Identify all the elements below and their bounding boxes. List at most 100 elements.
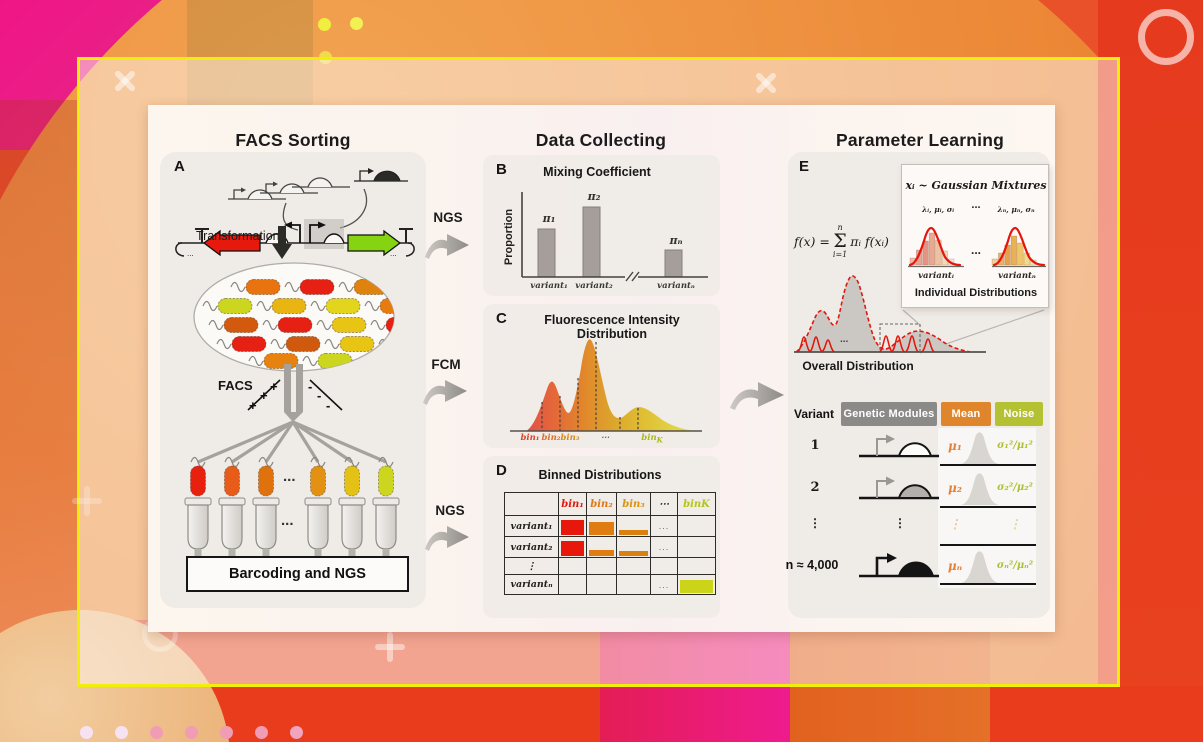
bottom-dot [115,726,128,739]
mixing-bar [537,228,556,278]
table-cell [505,493,559,516]
table-cell [678,558,715,575]
panel-label-a: A [174,158,185,175]
variant-i-label: variantᵢ [918,271,954,281]
row-header-text: variant₁ [510,520,553,532]
binned-bar [619,530,648,535]
dna-squiggle-icon [344,456,360,468]
gaussian-bump-icon [960,473,1000,505]
sigma-sum: n Σ i=1 [833,224,847,259]
inset-caption: Individual Distributions [914,287,1038,299]
tube-stem [348,549,356,562]
dna-squiggle-icon [202,300,218,312]
histogram-bar [922,240,929,266]
cell-pill [339,336,375,352]
plasmid-dots-left: ... [187,249,194,258]
formula-tail: πᵢ f(xᵢ) [850,234,889,249]
binned-bar [619,551,648,556]
cell-pill [245,279,281,295]
facs-sorter-funnel [198,364,387,464]
dna-squiggle-icon [190,456,206,468]
minus-charge: - [308,379,313,394]
dna-squiggle-icon [378,456,394,468]
gaussian-bump-icon [960,551,1000,583]
plus-decoration [375,632,405,662]
row-divider [940,464,1036,467]
overall-distribution-label: Overall Distribution [802,359,914,373]
mixing-bar-chart [521,192,708,282]
table-cell: ... [651,575,678,594]
sigma-icon: Σ [833,230,847,252]
plus-charge: + [270,379,278,394]
genetic-module-icon [859,476,939,500]
bin-label-text: ⋯ [600,433,610,443]
mixing-title: Mixing Coefficient [543,165,651,179]
panel-label-c: C [496,310,507,327]
bin3-label: bin₃ [554,433,586,443]
table-header-cell: bin K [678,493,715,516]
binned-bar [680,580,713,593]
binned-table: bin₁ bin₂ bin₃ ⋯ bin K variant₁ ... varia… [504,492,716,595]
minus-charge: - [317,388,322,403]
mixing-bar [582,206,601,278]
section-title-param: Parameter Learning [836,130,1004,150]
dna-squiggle-icon [230,281,246,293]
sorted-cell-pill [224,465,240,497]
flow-label-ngs-top: NGS [433,210,463,225]
flow-arrow-icon [425,526,469,551]
tube-stem [228,549,236,562]
histogram-bar [928,232,936,266]
table-cell [559,537,587,558]
variant-row-number: 1 [810,438,820,453]
table-cell [587,575,617,594]
tube-body [187,504,209,550]
pi2-label: π₂ [587,190,601,203]
noise-vdots: ⋮ [1009,517,1021,531]
table-header-cell: ⋯ [651,493,678,516]
plus-decoration [72,486,102,516]
barcoding-box: Barcoding and NGS [186,556,409,592]
sum-lower-limit: i=1 [832,250,848,259]
col-header-sub: K [701,498,710,510]
table-cell [587,537,617,558]
binned-bar [589,522,614,535]
col-header-text: bin [683,498,702,510]
table-cell [617,575,651,594]
row-divider [940,506,1036,509]
fluorescence-distribution-plot [510,339,702,432]
col-header-text: ⋯ [659,498,669,510]
noise-badge: Noise [995,402,1043,426]
variant-row-number: n ≈ 4,000 [785,558,839,572]
variant2-axis-label: variant₂ [575,281,613,291]
facs-label: FACS [218,378,253,393]
sorted-cell-pill [344,465,360,497]
table-cell [678,537,715,558]
table-cell: ... [651,516,678,537]
row-header-cell: variant₁ [505,516,559,537]
dna-squiggle-icon [258,456,274,468]
plasmid-dots-right: ... [390,249,397,258]
tube-body [221,504,243,550]
hist-mid-dots: ... [970,243,981,257]
sorted-tubes [184,456,400,562]
tube-body [341,504,363,550]
row-header-cell: variant₂ [505,537,559,558]
cell-pill [385,317,394,333]
binned-bar [589,550,614,556]
tube-stem [262,549,270,562]
table-cell [559,558,587,575]
dna-squiggle-icon [370,319,386,331]
sorted-cell-pill [310,465,326,497]
dna-squiggle-icon [270,338,286,350]
mixing-bar [664,249,683,278]
table-cell [587,516,617,537]
big-flow-arrow-icon [730,382,784,410]
dna-squiggle-icon [208,319,224,331]
bin-label-text: bin₁ [520,433,540,443]
bin-label-text: bin [641,433,657,443]
row-header-text: ⋮ [526,560,537,572]
params-right: λₙ, μₙ, σₙ [997,205,1035,214]
row-header-cell: variantₙ [505,575,559,594]
panel-label-d: D [496,462,507,479]
ring-decoration [1138,9,1194,65]
